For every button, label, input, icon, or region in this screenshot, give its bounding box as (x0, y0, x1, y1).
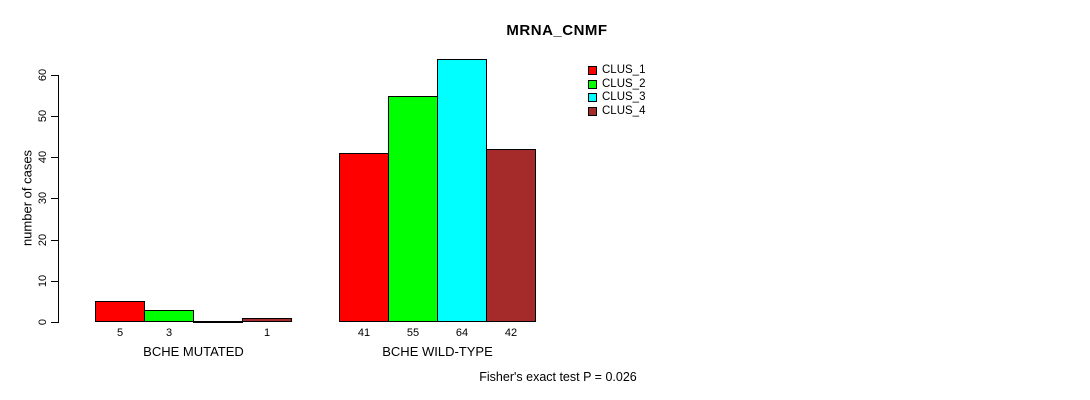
bar-value-label: 3 (165, 327, 173, 339)
chart-title: MRNA_CNMF (506, 22, 608, 39)
y-axis-line (58, 75, 59, 323)
y-tick-label: 10 (37, 274, 49, 287)
bar-value-label: 5 (116, 327, 124, 339)
legend: CLUS_1 CLUS_2 CLUS_3 CLUS_4 (588, 64, 645, 118)
y-tick-mark (51, 157, 58, 159)
legend-label: CLUS_4 (602, 104, 646, 117)
bar-value-label: 1 (263, 327, 271, 339)
legend-item: CLUS_1 (588, 64, 645, 77)
y-tick-label: 50 (37, 110, 49, 123)
stat-annotation: Fisher's exact test P = 0.026 (479, 370, 637, 384)
bar-value-label: 64 (455, 327, 469, 339)
y-tick-mark (51, 322, 58, 323)
bar-clus_4-2 (486, 149, 536, 322)
bar-clus_2-2 (388, 96, 438, 322)
legend-item: CLUS_2 (588, 78, 645, 91)
y-tick-mark (51, 74, 58, 76)
legend-label: CLUS_2 (602, 77, 646, 90)
legend-item: CLUS_3 (588, 91, 645, 104)
y-tick-mark (51, 239, 58, 241)
y-tick-mark (51, 198, 58, 200)
bar-clus_3-2 (437, 59, 487, 322)
legend-label: CLUS_1 (602, 64, 646, 76)
y-axis-title: number of cases (19, 149, 35, 247)
x-category-label: BCHE MUTATED (143, 344, 244, 359)
legend-swatch-icon (588, 93, 597, 102)
bar-clus_2-1 (144, 310, 194, 322)
y-tick-label: 20 (37, 233, 49, 246)
bar-clus_1-1 (95, 301, 145, 322)
bar-clus_1-2 (339, 153, 389, 322)
bar-clus_3-1-zero (193, 321, 243, 323)
y-tick-label: 40 (37, 151, 49, 164)
y-tick-label: 0 (37, 318, 49, 326)
bar-value-label: 55 (406, 327, 420, 339)
y-tick-label: 60 (37, 68, 49, 82)
y-tick-mark (51, 116, 58, 118)
legend-item: CLUS_4 (588, 105, 645, 118)
legend-swatch-icon (588, 79, 597, 89)
y-tick-mark (51, 280, 58, 282)
legend-swatch-icon (588, 106, 597, 116)
x-category-label: BCHE WILD-TYPE (382, 344, 493, 359)
legend-label: CLUS_3 (602, 91, 646, 103)
y-tick-label: 30 (37, 192, 49, 205)
bar-value-label: 42 (504, 327, 518, 339)
bar-value-label: 41 (357, 327, 371, 339)
bar-clus_4-1 (242, 318, 292, 322)
legend-swatch-icon (588, 66, 597, 75)
